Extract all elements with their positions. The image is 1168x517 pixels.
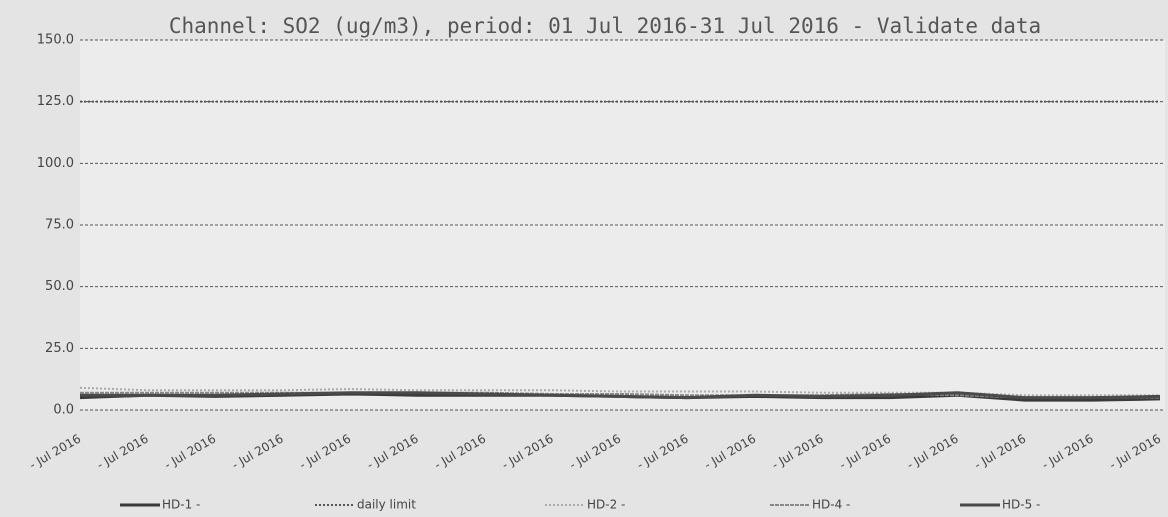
legend-label: HD-1 - [162, 498, 200, 512]
y-tick-label: 0.0 [53, 403, 74, 418]
chart-title: Channel: SO2 (ug/m3), period: 01 Jul 201… [169, 14, 1041, 38]
y-tick-label: 100.0 [37, 156, 74, 171]
y-tick-label: 75.0 [45, 218, 74, 233]
legend-label: HD-2 - [587, 498, 625, 512]
y-tick-label: 50.0 [45, 279, 74, 294]
y-tick-label: 125.0 [37, 94, 74, 109]
legend-label: daily limit [357, 498, 416, 512]
legend-label: HD-5 - [1002, 498, 1040, 512]
y-tick-label: 150.0 [37, 33, 74, 48]
series-line [80, 391, 1161, 400]
y-tick-label: 25.0 [45, 341, 74, 356]
legend-label: HD-4 - [812, 498, 850, 512]
series-line [80, 391, 1160, 399]
